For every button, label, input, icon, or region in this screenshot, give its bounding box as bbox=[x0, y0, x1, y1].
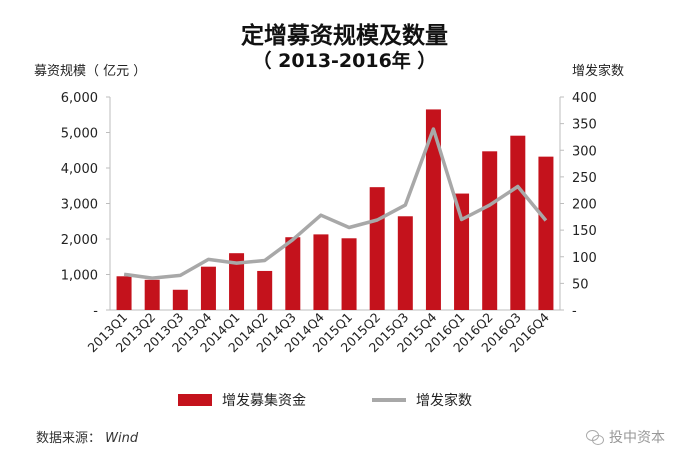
bar bbox=[313, 234, 329, 310]
bar bbox=[510, 135, 526, 310]
source-name: Wind bbox=[105, 431, 139, 446]
bar bbox=[116, 276, 132, 310]
bar bbox=[257, 270, 273, 310]
right-tick-label: 200 bbox=[572, 198, 597, 213]
bar bbox=[200, 266, 216, 310]
watermark-text: 投中资本 bbox=[609, 430, 665, 446]
bar bbox=[144, 279, 160, 310]
chart-title: 定增募资规模及数量 bbox=[241, 23, 448, 49]
left-tick-label: 3,000 bbox=[61, 198, 98, 213]
legend-bar-swatch bbox=[178, 394, 212, 406]
watermark: 投中资本 bbox=[586, 427, 665, 447]
wechat-icon bbox=[586, 429, 604, 445]
bar bbox=[425, 109, 441, 310]
bar bbox=[482, 151, 498, 310]
left-tick-label: 1,000 bbox=[61, 269, 98, 284]
chart-plot: - 1,000 2,000 3,000 4,000 5,000 6,000 - 50 100 150… bbox=[61, 91, 597, 355]
bar bbox=[285, 237, 301, 310]
left-tick-label: 6,000 bbox=[61, 91, 98, 106]
bar bbox=[172, 289, 188, 310]
right-tick-label: 50 bbox=[572, 277, 589, 292]
left-tick-label: - bbox=[93, 304, 98, 319]
legend-line-swatch bbox=[372, 398, 406, 402]
data-source: 数据来源： Wind bbox=[36, 427, 138, 446]
chart-subtitle: （ 2013-2016年 ） bbox=[252, 50, 437, 72]
left-tick-label: 5,000 bbox=[61, 127, 98, 142]
legend-item-line: 增发家数 bbox=[372, 390, 472, 410]
bar bbox=[454, 193, 470, 310]
right-tick-label: 400 bbox=[572, 91, 597, 106]
right-tick-label: 250 bbox=[572, 171, 597, 186]
left-axis-title: 募资规模（ 亿元 ） bbox=[34, 64, 147, 79]
right-tick-label: 350 bbox=[572, 118, 597, 133]
left-tick-label: 2,000 bbox=[61, 233, 98, 248]
bar bbox=[369, 187, 385, 310]
right-tick-label: - bbox=[572, 304, 577, 319]
bar bbox=[229, 253, 245, 310]
legend-item-bar: 增发募集资金 bbox=[178, 390, 306, 410]
line-series bbox=[123, 127, 548, 280]
right-tick-label: 150 bbox=[572, 224, 597, 239]
right-tick-label: 300 bbox=[572, 144, 597, 159]
legend-line-label: 增发家数 bbox=[416, 393, 472, 409]
right-tick-label: 100 bbox=[572, 251, 597, 266]
bar bbox=[397, 216, 413, 310]
left-tick-label: 4,000 bbox=[61, 162, 98, 177]
legend-bar-label: 增发募集资金 bbox=[222, 393, 306, 409]
right-axis-title: 增发家数 bbox=[572, 64, 625, 79]
source-prefix: 数据来源： bbox=[36, 431, 102, 446]
bar bbox=[341, 238, 357, 310]
bar bbox=[538, 156, 554, 310]
